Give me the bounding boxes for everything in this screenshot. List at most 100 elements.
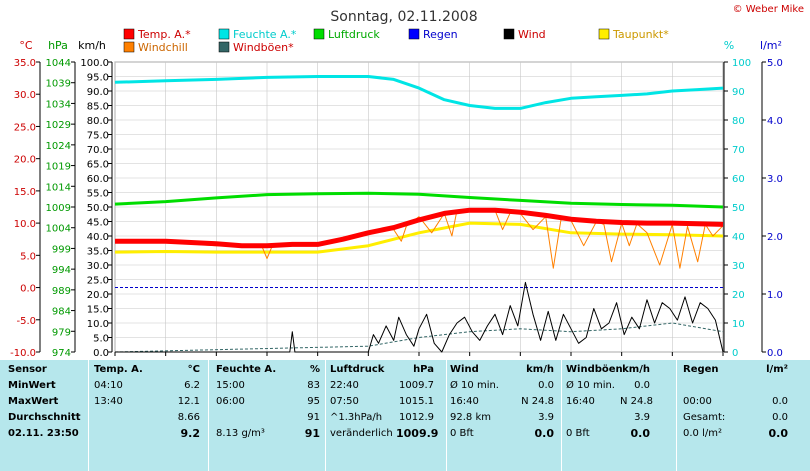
- table-row: MinWert 04:10 6.2 15:00 83 22:40 1009.7 Ø 10 mi…: [0, 378, 810, 394]
- series-line-2: [114, 191, 724, 209]
- y-tick-label: 1014: [46, 182, 71, 193]
- wind-axis-label: km/h: [78, 39, 106, 52]
- y-tick-label: 1034: [46, 99, 71, 110]
- y-tick-label: 90.0: [87, 87, 109, 98]
- y-tick-label: 5.0: [93, 334, 109, 345]
- temp-axis-label: °C: [19, 39, 33, 52]
- y-tick-label: 65.0: [87, 160, 109, 171]
- legend-label: Wind: [518, 28, 546, 41]
- legend-swatch: [218, 28, 230, 40]
- y-tick-label: 0.0: [93, 348, 109, 359]
- y-tick-label: 45.0: [87, 218, 109, 229]
- y-tick-label: 1044: [46, 58, 71, 69]
- axes: 00:0002:0004:0006:0008:0010:0012:0014:00…: [10, 39, 783, 359]
- table-cell: 91: [307, 412, 320, 423]
- table-cell: 1015.1: [399, 396, 434, 407]
- y-tick-label: 80: [732, 116, 745, 127]
- y-tick-label: 5.0: [767, 58, 783, 69]
- table-cell: 15:00: [216, 380, 245, 391]
- legend-label: Regen: [423, 28, 458, 41]
- y-tick-label: 35.0: [14, 58, 36, 69]
- table-cell: ^1.3hPa/h: [330, 412, 383, 423]
- y-tick-label: -5.0: [16, 316, 36, 327]
- y-tick-label: 5.0: [20, 251, 36, 262]
- y-tick-label: 60: [732, 174, 745, 185]
- legend: Temp. A.* Feuchte A.* Luftdruck Regen Wind Ta…: [123, 28, 669, 54]
- table-cell: 02.11. 23:50: [8, 428, 79, 439]
- table-header-cell: %: [309, 364, 320, 375]
- y-tick-label: 50.0: [87, 203, 109, 214]
- table-header-cell: Feuchte A.: [216, 364, 277, 375]
- table-header-cell: Windböen: [566, 364, 623, 375]
- y-tick-label: 25.0: [14, 122, 36, 133]
- legend-label: Feuchte A.*: [233, 28, 297, 41]
- y-tick-label: 75.0: [87, 131, 109, 142]
- legend-swatch: [123, 28, 135, 40]
- table-header-cell: Temp. A.: [94, 364, 143, 375]
- table-header-cell: °C: [187, 364, 200, 375]
- y-tick-label: 20.0: [87, 290, 109, 301]
- table-cell: 06:00: [216, 396, 245, 407]
- y-tick-label: 999: [52, 244, 71, 255]
- series-line-6: [114, 322, 724, 353]
- table-row: MaxWert 13:40 12.1 06:00 95 07:50 1015.1 16:40 N…: [0, 394, 810, 410]
- y-tick-label: 60.0: [87, 174, 109, 185]
- legend-label: Temp. A.*: [137, 28, 191, 41]
- table-cell: 0.0: [768, 427, 789, 440]
- legend-swatch: [218, 41, 230, 53]
- y-tick-label: 55.0: [87, 189, 109, 200]
- table-cell: 0.0: [772, 412, 788, 423]
- y-tick-label: 10.0: [14, 219, 36, 230]
- table-cell: N 24.8: [620, 396, 653, 407]
- y-tick-label: 70.0: [87, 145, 109, 156]
- table-cell: 0.0: [634, 380, 650, 391]
- series-line-3: [114, 221, 724, 254]
- table-cell: 83: [307, 380, 320, 391]
- y-tick-label: 25.0: [87, 276, 109, 287]
- legend-label: Taupunkt*: [612, 28, 669, 41]
- y-tick-label: 40.0: [87, 232, 109, 243]
- table-cell: 8.66: [177, 412, 200, 423]
- y-tick-label: 20.0: [14, 155, 36, 166]
- table-cell: 22:40: [330, 380, 359, 391]
- y-tick-label: 1039: [46, 79, 71, 90]
- y-tick-label: 994: [52, 265, 71, 276]
- table-separator: [676, 360, 677, 471]
- legend-swatch: [123, 41, 135, 53]
- y-tick-label: 100: [732, 58, 751, 69]
- y-tick-label: 90: [732, 87, 745, 98]
- table-cell: N 24.8: [521, 396, 554, 407]
- y-tick-label: 4.0: [767, 116, 783, 127]
- table-cell: 13:40: [94, 396, 123, 407]
- table-cell: 04:10: [94, 380, 123, 391]
- series-line-0: [115, 207, 724, 249]
- table-separator: [561, 360, 562, 471]
- y-tick-label: 15.0: [87, 305, 109, 316]
- table-header-cell: Wind: [450, 364, 479, 375]
- table-cell: Gesamt:: [683, 412, 726, 423]
- table-cell: MaxWert: [8, 396, 59, 407]
- table-cell: 95: [307, 396, 320, 407]
- series-line-1: [114, 75, 724, 110]
- table-cell: 1009.9: [396, 427, 439, 440]
- table-cell: 00:00: [683, 396, 712, 407]
- table-cell: 0 Bft: [566, 428, 590, 439]
- y-tick-label: 95.0: [87, 73, 109, 84]
- table-header-cell: Regen: [683, 364, 719, 375]
- legend-label: Luftdruck: [328, 28, 380, 41]
- table-header-cell: km/h: [622, 364, 650, 375]
- weather-chart: Sonntag, 02.11.2008 © Weber Mike Temp. A…: [10, 4, 804, 359]
- y-tick-label: 1019: [46, 162, 71, 173]
- table-cell: 8.13 g/m³: [216, 428, 265, 439]
- y-tick-label: 0.0: [767, 348, 783, 359]
- y-tick-label: 1009: [46, 203, 71, 214]
- y-tick-label: 989: [52, 286, 71, 297]
- table-cell: 16:40: [450, 396, 479, 407]
- table-separator: [208, 360, 209, 471]
- table-cell: 1012.9: [399, 412, 434, 423]
- table-header-cell: l/m²: [766, 364, 788, 375]
- legend-label: Windchill: [138, 41, 188, 54]
- y-tick-label: 1.0: [767, 290, 783, 301]
- y-tick-label: 2.0: [767, 232, 783, 243]
- table-header-cell: hPa: [413, 364, 434, 375]
